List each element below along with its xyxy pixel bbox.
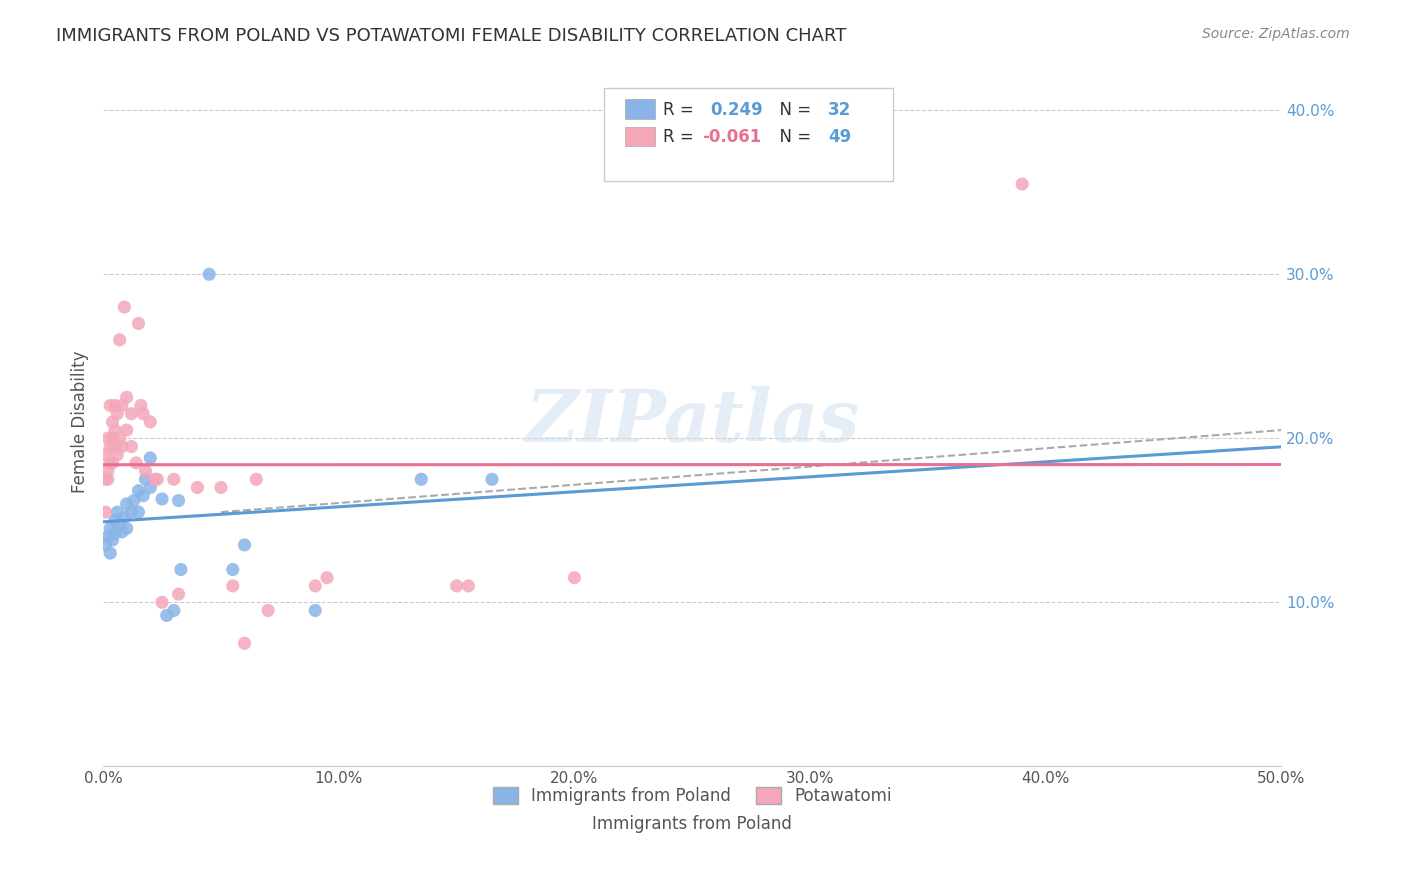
Point	[132, 489, 155, 503]
Point	[97, 464, 120, 478]
Point	[115, 423, 138, 437]
Point	[245, 472, 267, 486]
Point	[122, 493, 145, 508]
Text: -0.061: -0.061	[702, 128, 761, 146]
Point	[156, 608, 179, 623]
FancyBboxPatch shape	[626, 100, 655, 119]
Point	[112, 510, 135, 524]
Point	[135, 472, 157, 486]
Point	[127, 317, 149, 331]
Point	[98, 546, 121, 560]
Point	[257, 603, 280, 617]
Point	[446, 579, 468, 593]
Point	[97, 431, 120, 445]
Point	[163, 603, 186, 617]
Point	[97, 530, 120, 544]
Text: N =: N =	[769, 128, 817, 146]
Point	[98, 521, 121, 535]
Legend: Immigrants from Poland, Potawatomi: Immigrants from Poland, Potawatomi	[485, 778, 900, 814]
Text: 32: 32	[828, 101, 851, 119]
Point	[167, 587, 190, 601]
Text: R =: R =	[662, 101, 699, 119]
Point	[125, 456, 148, 470]
Point	[104, 526, 127, 541]
Point	[94, 505, 117, 519]
Point	[115, 390, 138, 404]
Text: R =: R =	[662, 128, 699, 146]
Point	[222, 562, 245, 576]
Point	[98, 399, 121, 413]
Point	[209, 481, 232, 495]
Text: Immigrants from Poland: Immigrants from Poland	[592, 814, 792, 832]
Point	[111, 440, 134, 454]
Point	[120, 440, 142, 454]
Point	[111, 399, 134, 413]
Point	[167, 493, 190, 508]
Point	[150, 491, 173, 506]
Point	[108, 516, 131, 531]
Point	[129, 399, 152, 413]
Point	[111, 524, 134, 539]
Point	[120, 407, 142, 421]
Point	[105, 505, 128, 519]
Point	[316, 571, 339, 585]
Point	[222, 579, 245, 593]
Point	[304, 603, 326, 617]
Point	[98, 440, 121, 454]
Text: Source: ZipAtlas.com: Source: ZipAtlas.com	[1202, 27, 1350, 41]
Point	[98, 456, 121, 470]
Point	[143, 472, 166, 486]
Point	[104, 423, 127, 437]
Y-axis label: Female Disability: Female Disability	[72, 351, 89, 493]
Point	[115, 521, 138, 535]
Point	[139, 450, 162, 465]
Point	[139, 415, 162, 429]
Point	[115, 497, 138, 511]
Point	[104, 399, 127, 413]
Point	[132, 407, 155, 421]
Point	[101, 431, 124, 445]
Point	[186, 481, 208, 495]
Point	[139, 481, 162, 495]
Point	[108, 431, 131, 445]
FancyBboxPatch shape	[626, 127, 655, 146]
Point	[94, 472, 117, 486]
Point	[97, 472, 120, 486]
Text: 0.249: 0.249	[710, 101, 762, 119]
Point	[135, 464, 157, 478]
Text: IMMIGRANTS FROM POLAND VS POTAWATOMI FEMALE DISABILITY CORRELATION CHART: IMMIGRANTS FROM POLAND VS POTAWATOMI FEM…	[56, 27, 846, 45]
Point	[101, 415, 124, 429]
Point	[233, 538, 256, 552]
Text: ZIPatlas: ZIPatlas	[526, 386, 859, 458]
Point	[94, 538, 117, 552]
Point	[101, 533, 124, 547]
Point	[101, 456, 124, 470]
Point	[1011, 177, 1033, 191]
Point	[163, 472, 186, 486]
Text: 49: 49	[828, 128, 851, 146]
Point	[411, 472, 433, 486]
Point	[304, 579, 326, 593]
Point	[198, 267, 221, 281]
Point	[481, 472, 503, 486]
Point	[104, 513, 127, 527]
FancyBboxPatch shape	[605, 87, 893, 181]
Point	[94, 448, 117, 462]
Point	[112, 300, 135, 314]
Point	[104, 440, 127, 454]
Point	[105, 448, 128, 462]
Point	[233, 636, 256, 650]
Point	[564, 571, 586, 585]
Point	[170, 562, 193, 576]
Point	[120, 505, 142, 519]
Point	[105, 407, 128, 421]
Point	[127, 505, 149, 519]
Point	[146, 472, 169, 486]
Point	[150, 595, 173, 609]
Point	[457, 579, 479, 593]
Point	[127, 483, 149, 498]
Point	[108, 333, 131, 347]
Text: N =: N =	[769, 101, 817, 119]
